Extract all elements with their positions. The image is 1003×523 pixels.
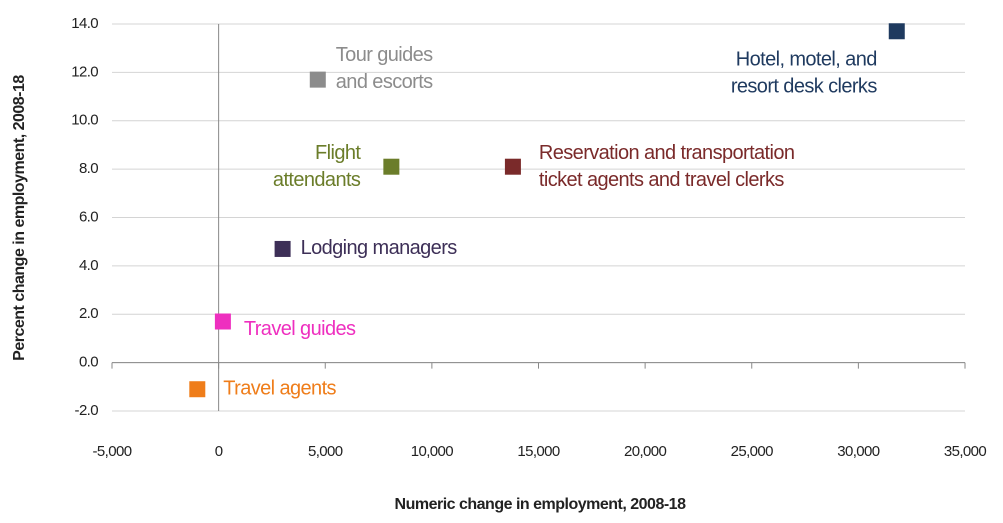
point bbox=[189, 381, 206, 398]
y-tick-label: 0.0 bbox=[79, 354, 98, 371]
x-tick-label: 10,000 bbox=[411, 443, 454, 460]
point-label: Lodging managers bbox=[301, 237, 458, 259]
y-tick-label: 4.0 bbox=[79, 257, 98, 274]
y-tick-label: 8.0 bbox=[79, 160, 98, 177]
point bbox=[383, 158, 400, 175]
x-axis-title: Numeric change in employment, 2008-18 bbox=[395, 496, 687, 513]
y-tick-label: 12.0 bbox=[71, 63, 98, 80]
point-label: Tour guides bbox=[336, 44, 433, 66]
point-label: resort desk clerks bbox=[731, 76, 878, 98]
point-label: Hotel, motel, and bbox=[736, 49, 877, 71]
x-tick-label: 0 bbox=[215, 443, 223, 460]
x-tick-label: 5,000 bbox=[308, 443, 343, 460]
y-tick-label: 14.0 bbox=[71, 15, 98, 32]
point-label: ticket agents and travel clerks bbox=[539, 169, 784, 191]
x-tick-label: 20,000 bbox=[624, 443, 667, 460]
y-axis-title: Percent change in employment, 2008-18 bbox=[11, 75, 28, 361]
point-label: Travel agents bbox=[223, 378, 336, 400]
x-tick-label: 25,000 bbox=[731, 443, 774, 460]
point bbox=[309, 71, 326, 88]
x-tick-label: -5,000 bbox=[93, 443, 132, 460]
y-tick-label: 6.0 bbox=[79, 208, 98, 225]
y-tick-label: 2.0 bbox=[79, 305, 98, 322]
point-label: Flight bbox=[315, 142, 361, 164]
point-label: and escorts bbox=[336, 71, 433, 93]
point bbox=[504, 158, 521, 175]
point-label: Travel guides bbox=[244, 318, 356, 340]
x-tick-label: 35,000 bbox=[944, 443, 987, 460]
x-tick-label: 15,000 bbox=[517, 443, 560, 460]
point bbox=[274, 240, 291, 257]
point-label: attendants bbox=[273, 169, 361, 191]
point bbox=[214, 313, 231, 330]
x-tick-label: 30,000 bbox=[837, 443, 880, 460]
point bbox=[888, 23, 905, 40]
point-label: Reservation and transportation bbox=[539, 142, 795, 164]
y-tick-label: -2.0 bbox=[75, 402, 99, 419]
y-tick-label: 10.0 bbox=[71, 112, 98, 129]
